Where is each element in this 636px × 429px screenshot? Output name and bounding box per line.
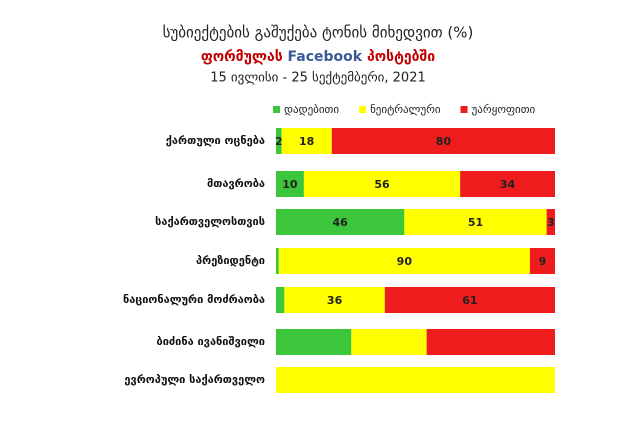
legend-swatch bbox=[460, 106, 468, 113]
bar-segment bbox=[546, 209, 555, 235]
category-label: ნაციონალური მოძრაობა bbox=[123, 293, 265, 306]
data-label: 3 bbox=[547, 216, 555, 229]
bar-segment bbox=[276, 209, 405, 235]
bar-segment bbox=[426, 329, 555, 355]
data-label: 90 bbox=[397, 255, 413, 268]
bar-segment bbox=[278, 248, 530, 274]
data-label: 51 bbox=[468, 216, 483, 229]
subtitle-part: პოსტებში bbox=[362, 49, 435, 65]
bar-segment bbox=[529, 248, 555, 274]
category-label: ბიძინა ივანიშვილი bbox=[157, 335, 265, 348]
legend-label: დადებითი bbox=[284, 103, 339, 116]
bar-segment bbox=[276, 171, 304, 197]
data-label: 34 bbox=[500, 178, 516, 191]
bar-segment bbox=[276, 128, 282, 154]
chart-subtitle: ფორმულას Facebook პოსტებში bbox=[201, 49, 435, 65]
category-label: მთავრობა bbox=[207, 177, 265, 190]
category-label: ევროპული საქართველო bbox=[124, 373, 265, 386]
category-label: საქართველოსთვის bbox=[155, 215, 265, 228]
subtitle-part: Facebook bbox=[288, 49, 363, 65]
bar-segment bbox=[384, 287, 555, 313]
data-label: 46 bbox=[333, 216, 349, 229]
data-label: 36 bbox=[327, 294, 343, 307]
chart-title: სუბიექტების გაშუქება ტონის მიხედვით (%) bbox=[163, 24, 474, 42]
bar-segment bbox=[281, 128, 332, 154]
legend-label: ნეიტრალური bbox=[370, 103, 441, 116]
data-label: 56 bbox=[374, 178, 390, 191]
bar-segment bbox=[331, 128, 555, 154]
data-label: 9 bbox=[539, 255, 547, 268]
legend-label: უარყოფითი bbox=[472, 103, 536, 116]
subtitle-part: ფორმულას bbox=[201, 49, 288, 65]
bar-segment bbox=[303, 171, 461, 197]
bar-segment bbox=[276, 367, 555, 393]
bar-segment bbox=[460, 171, 555, 197]
legend-swatch bbox=[273, 106, 280, 113]
category-label: პრეზიდენტი bbox=[196, 254, 265, 267]
bar-segment bbox=[284, 287, 385, 313]
data-label: 2 bbox=[275, 135, 283, 148]
bar-segment bbox=[351, 329, 427, 355]
bar-segment bbox=[276, 248, 279, 274]
bar-segment bbox=[276, 287, 285, 313]
category-label: ქართული ოცნება bbox=[166, 134, 265, 147]
data-label: 80 bbox=[436, 135, 452, 148]
date-range: 15 ივლისი - 25 სექტემბერი, 2021 bbox=[210, 71, 426, 86]
data-label: 18 bbox=[299, 135, 314, 148]
bar-segment bbox=[404, 209, 547, 235]
legend-swatch bbox=[359, 106, 367, 113]
data-label: 10 bbox=[282, 178, 298, 191]
bar-segment bbox=[276, 329, 352, 355]
data-label: 61 bbox=[462, 294, 477, 307]
